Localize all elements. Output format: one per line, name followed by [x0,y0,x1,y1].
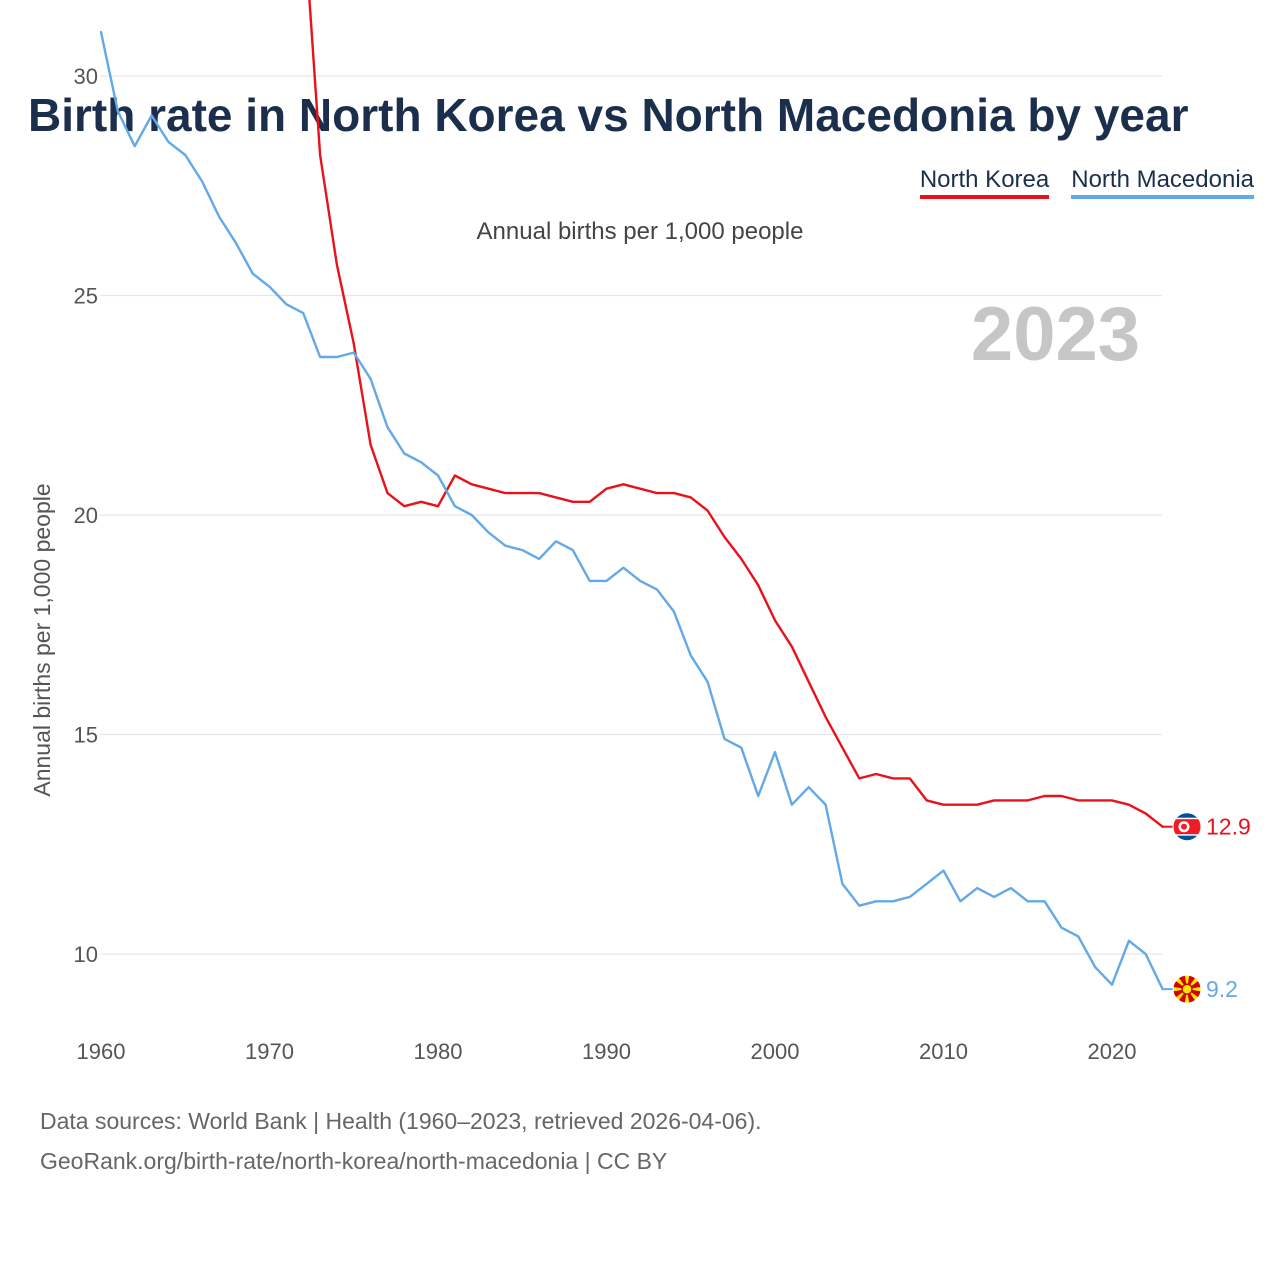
y-tick-label: 30 [74,64,98,89]
data-sources-note: Data sources: World Bank | Health (1960–… [40,1108,762,1134]
legend: North Korea North Macedonia [919,166,1254,199]
y-axis-label: Annual births per 1,000 people [29,483,55,796]
y-tick-label: 20 [74,503,98,528]
legend-item-north-korea[interactable]: North Korea [919,166,1050,199]
end-value-label: 12.9 [1206,814,1251,840]
north-macedonia-flag-icon [1172,974,1202,1004]
x-tick-label: 1980 [414,1039,463,1064]
x-tick-label: 1960 [77,1039,126,1064]
x-axis-ticks: 1960 1970 1980 1990 2000 2010 2020 [77,1039,1137,1064]
end-markers: 12.9 9.2 [1162,812,1251,1004]
series-layer [99,0,1164,991]
x-tick-label: 2000 [751,1039,800,1064]
chart-title: Birth rate in North Korea vs North Maced… [28,89,1189,141]
x-tick-label: 1970 [245,1039,294,1064]
series-line-north-korea[interactable] [101,0,1164,828]
legend-item-north-macedonia[interactable]: North Macedonia [1071,166,1254,199]
x-tick-label: 2010 [919,1039,968,1064]
y-tick-label: 10 [74,942,98,967]
credit-link[interactable]: GeoRank.org/birth-rate/north-korea/north… [40,1148,668,1174]
y-tick-label: 15 [74,723,98,748]
chart-subtitle: Annual births per 1,000 people [476,218,804,245]
y-tick-label: 25 [74,284,98,309]
year-overlay-label: 2023 [971,292,1140,377]
end-value-label: 9.2 [1206,976,1238,1002]
y-axis-ticks: 10152025303540 [74,64,98,967]
x-tick-label: 1990 [582,1039,631,1064]
north-korea-flag-icon [1172,812,1202,842]
x-tick-label: 2020 [1088,1039,1137,1064]
series-line-north-macedonia[interactable] [99,30,1164,991]
grid-layer [100,75,1162,955]
